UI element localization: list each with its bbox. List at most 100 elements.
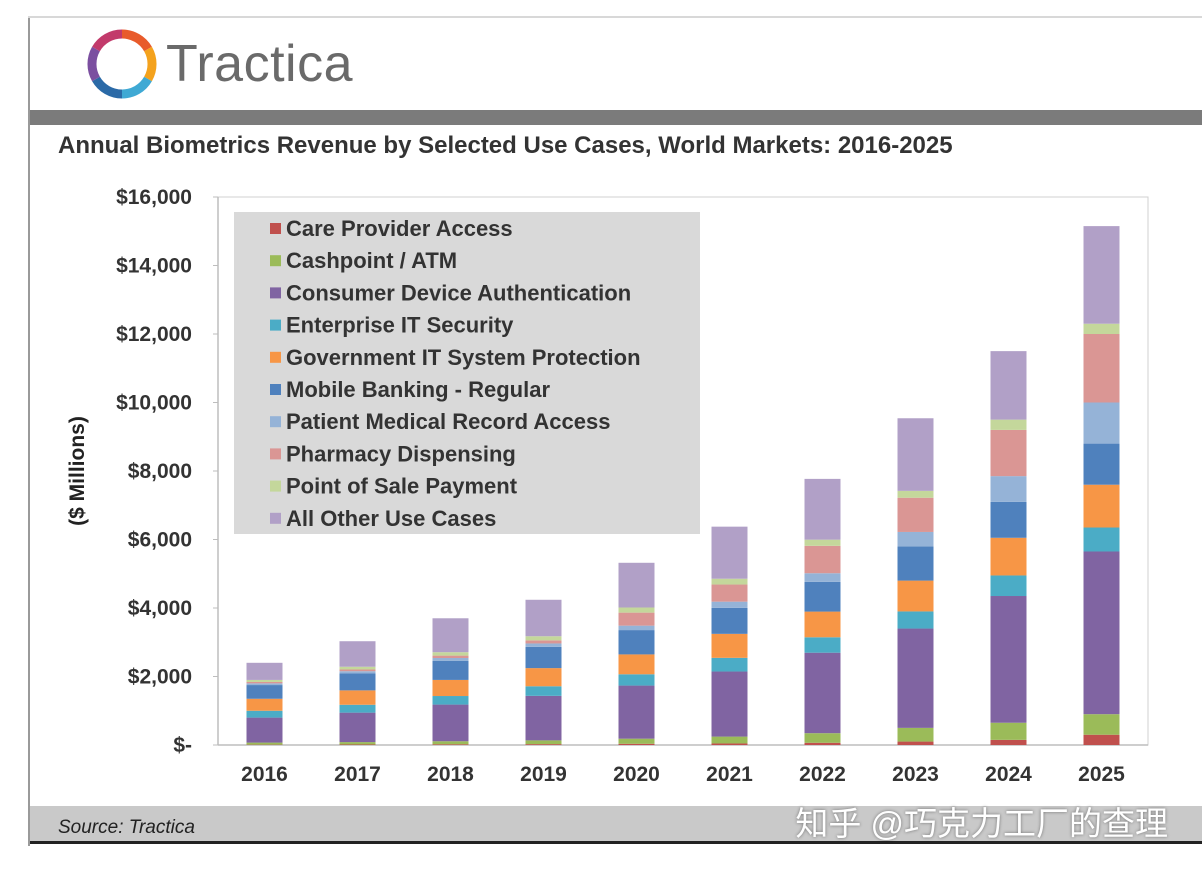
header-rule: [30, 110, 1202, 125]
bar-segment: [525, 640, 562, 644]
x-tick-label: 2022: [799, 763, 846, 786]
legend-swatch: [270, 255, 281, 267]
bar-segment: [525, 668, 562, 687]
bar-segment: [618, 738, 655, 744]
legend-label: Consumer Device Authentication: [286, 280, 631, 305]
bar-segment: [990, 476, 1027, 502]
legend-swatch: [270, 223, 281, 234]
bar-segment: [525, 646, 562, 669]
bar-segment: [711, 657, 748, 672]
bar-segment: [525, 636, 562, 641]
bar-segment: [804, 611, 841, 638]
bar-segment: [897, 611, 934, 629]
bar-segment: [1083, 527, 1120, 552]
bar-segment: [246, 683, 283, 686]
bar-segment: [339, 742, 376, 745]
bar-segment: [246, 710, 283, 718]
bar-segment: [1083, 323, 1120, 334]
bar-segment: [897, 727, 934, 742]
bar-segment: [897, 531, 934, 547]
bar-segment: [246, 698, 283, 711]
legend-swatch: [270, 351, 281, 363]
bar-segment: [432, 658, 469, 661]
bar-segment: [339, 704, 376, 713]
bar-segment: [246, 679, 283, 682]
bar-segment: [711, 578, 748, 585]
bar-segment: [1083, 714, 1120, 735]
bar-segment: [339, 671, 376, 674]
legend-box: [234, 212, 700, 534]
bar-segment: [618, 685, 655, 739]
bar-segment: [339, 666, 376, 670]
legend-label: Government IT System Protection: [286, 345, 641, 370]
bar-segment: [990, 501, 1027, 538]
bar-segment: [432, 660, 469, 680]
x-tick-label: 2023: [892, 763, 939, 786]
bar-segment: [711, 607, 748, 634]
y-tick-label: $12,000: [116, 323, 192, 346]
bar-segment: [339, 641, 376, 667]
bar-segment: [711, 743, 748, 745]
bar-segment: [339, 712, 376, 743]
bar-segment: [990, 429, 1027, 477]
bar-segment: [432, 618, 469, 653]
legend-label: All Other Use Cases: [286, 506, 496, 531]
legend-label: Care Provider Access: [286, 216, 513, 241]
legend-swatch: [270, 287, 281, 299]
y-tick-label: $14,000: [116, 255, 192, 278]
bar-segment: [525, 744, 562, 745]
bar-segment: [1083, 734, 1120, 745]
bar-segment: [339, 673, 376, 691]
bar-segment: [618, 562, 655, 608]
bar-segment: [246, 662, 283, 680]
bar-segment: [804, 478, 841, 540]
legend-label: Point of Sale Payment: [286, 474, 518, 499]
bar-segment: [246, 717, 283, 743]
legend-label: Pharmacy Dispensing: [286, 441, 516, 466]
bar-segment: [246, 685, 283, 699]
brand-name: Tractica: [166, 35, 353, 93]
bar-segment: [804, 573, 841, 582]
bar-segment: [246, 742, 283, 745]
bar-segment: [525, 740, 562, 745]
legend-label: Enterprise IT Security: [286, 313, 514, 338]
legend-swatch: [270, 319, 281, 331]
y-tick-label: $2,000: [128, 666, 192, 689]
bar-segment: [432, 655, 469, 659]
y-tick-label: $-: [173, 734, 192, 757]
bar-segment: [618, 625, 655, 631]
bar-segment: [432, 704, 469, 742]
bar-segment: [804, 545, 841, 574]
bar-segment: [1083, 334, 1120, 403]
bar-segment: [618, 654, 655, 675]
bar-segment: [990, 537, 1027, 576]
y-axis-title: ($ Millions): [66, 416, 89, 526]
legend-swatch: [270, 384, 281, 395]
bar-segment: [432, 652, 469, 656]
legend-label: Mobile Banking - Regular: [286, 377, 550, 402]
x-tick-label: 2019: [520, 763, 567, 786]
bar-segment: [897, 580, 934, 612]
bar-segment: [897, 741, 934, 745]
x-tick-label: 2018: [427, 763, 474, 786]
bar-segment: [990, 722, 1027, 740]
bar-segment: [804, 652, 841, 734]
legend-label: Cashpoint / ATM: [286, 248, 457, 273]
bar-segment: [525, 695, 562, 741]
bar-segment: [525, 643, 562, 647]
watermark: 知乎 @巧克力工厂的查理: [795, 805, 1168, 842]
bar-segment: [618, 743, 655, 745]
bar-segment: [897, 497, 934, 532]
bar-segment: [804, 539, 841, 546]
bar-segment: [525, 686, 562, 696]
bar-segment: [804, 733, 841, 743]
source-note: Source: Tractica: [58, 817, 195, 838]
bar-segment: [339, 744, 376, 745]
x-tick-label: 2020: [613, 763, 660, 786]
y-tick-label: $16,000: [116, 186, 192, 209]
bar-segment: [897, 490, 934, 498]
legend-swatch: [270, 480, 281, 492]
bar-segment: [804, 742, 841, 745]
bar-segment: [618, 630, 655, 655]
